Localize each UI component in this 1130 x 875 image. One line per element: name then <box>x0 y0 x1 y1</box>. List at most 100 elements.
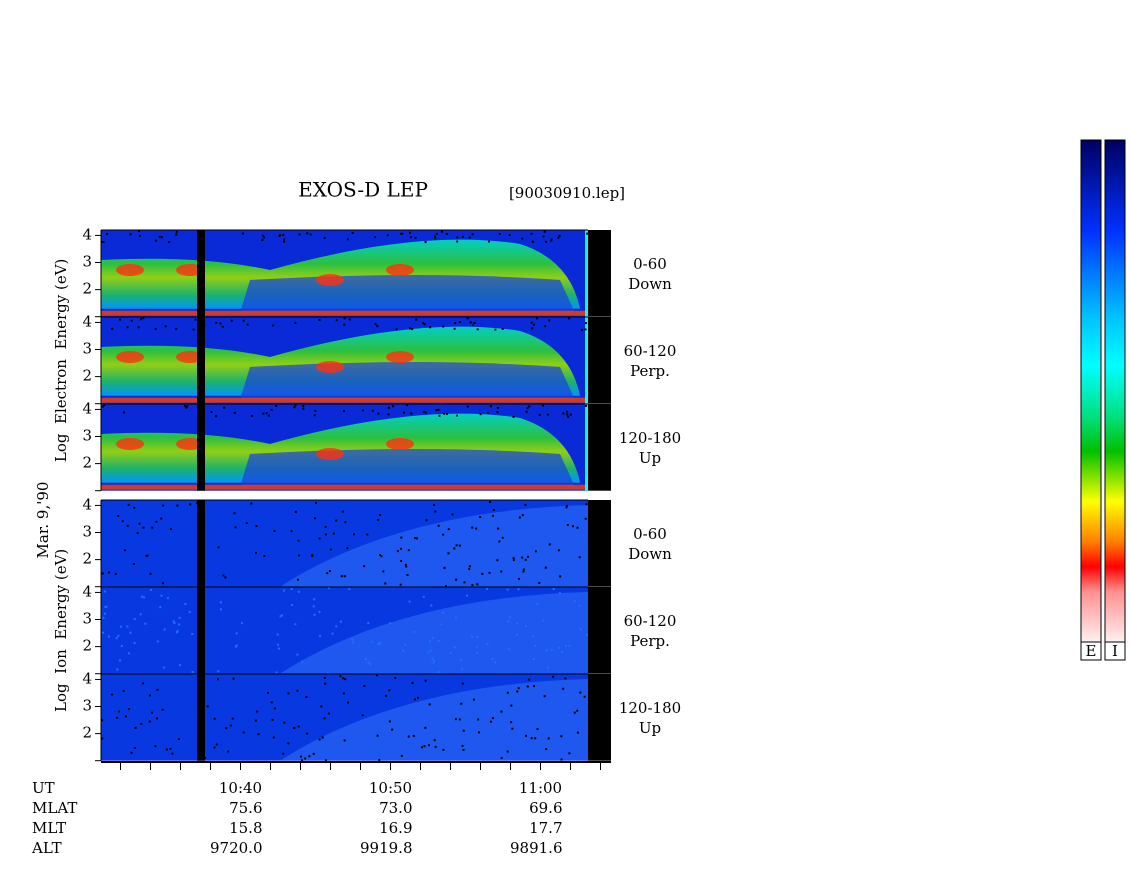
spectrogram-speck <box>506 588 509 591</box>
spectrogram-speck <box>263 554 266 557</box>
spectrogram-speck <box>299 755 302 758</box>
spectrogram-speck <box>429 640 432 643</box>
spectrogram-speck <box>127 503 130 506</box>
spectrogram-speck <box>491 717 494 720</box>
spectrogram-speck <box>297 539 300 542</box>
spectrogram-speck <box>283 721 286 724</box>
spectrogram-speck <box>507 620 510 623</box>
spectrogram-hot <box>116 264 144 276</box>
spectrogram-speck <box>335 319 338 322</box>
spectrogram-speck <box>431 657 434 660</box>
spectrogram-speck <box>536 728 539 731</box>
spectrogram-speck <box>192 328 195 331</box>
spectrogram-speck <box>306 232 309 235</box>
spectrogram-speck <box>476 583 479 586</box>
spectrogram-edge <box>101 397 588 403</box>
spectrogram-speck <box>471 526 474 529</box>
y-tick-label: 4 <box>82 582 92 600</box>
spectrogram-speck <box>343 323 346 326</box>
spectrogram-speck <box>139 613 142 616</box>
y-tick-label: 4 <box>82 312 92 330</box>
spectrogram-speck <box>558 592 561 595</box>
spectrogram-speck <box>462 748 465 751</box>
spectrogram-speck <box>256 710 259 713</box>
spectrogram-speck <box>576 731 579 734</box>
spectrogram-speck <box>277 647 280 650</box>
spectrogram-speck <box>433 503 436 506</box>
spectrogram-speck <box>364 657 367 660</box>
spectrogram-speck <box>132 562 135 565</box>
spectrogram-speck <box>120 644 123 647</box>
spectrogram-speck <box>559 575 562 578</box>
spectrogram-speck <box>313 414 316 417</box>
angle-label: 60-120 <box>624 612 677 630</box>
spectrogram-speck <box>428 703 431 706</box>
spectrogram-speck <box>542 619 545 622</box>
spectrogram-speck <box>429 326 432 329</box>
spectrogram-speck <box>293 726 296 729</box>
spectrogram-speck <box>217 670 220 673</box>
spectrogram-speck <box>321 736 324 739</box>
spectrogram-speck <box>332 532 335 535</box>
spectrogram-speck <box>270 408 273 411</box>
spectrogram-speck <box>175 328 178 331</box>
spectrogram <box>101 587 588 674</box>
spectrogram-speck <box>447 528 450 531</box>
spectrogram-speck <box>458 544 461 547</box>
spectrogram-speck <box>460 702 463 705</box>
spectrogram-speck <box>424 726 427 729</box>
spectrogram-speck <box>456 414 459 417</box>
spectrogram-speck <box>429 649 432 652</box>
spectrogram-speck <box>560 735 563 738</box>
spectrogram-speck <box>261 239 264 242</box>
spectrogram-speck <box>155 239 158 242</box>
spectrogram-speck <box>476 328 479 331</box>
spectrogram-speck <box>324 525 327 528</box>
spectrogram-speck <box>453 327 456 330</box>
spectrogram-speck <box>486 411 489 414</box>
spectrogram-speck <box>454 616 457 619</box>
spectrogram-speck <box>161 708 164 711</box>
spectrogram-speck <box>384 582 387 585</box>
spectrogram-speck <box>471 584 474 587</box>
spectrogram-speck <box>391 728 394 731</box>
spectrogram-speck <box>327 587 330 590</box>
spectrogram-speck <box>512 558 515 561</box>
spectrogram-speck <box>250 502 253 505</box>
spectrogram-speck <box>386 234 389 237</box>
spectrogram-speck <box>282 752 285 755</box>
y-tick-label: 3 <box>82 697 92 715</box>
spectrogram-speck <box>552 675 555 678</box>
spectrogram-speck <box>496 559 499 562</box>
spectrogram-speck <box>567 317 570 320</box>
spectrogram-speck <box>524 503 527 506</box>
spectrogram-speck <box>461 668 464 671</box>
spectrogram-speck <box>578 604 581 607</box>
spectrogram-speck <box>262 234 265 237</box>
spectrogram-speck <box>414 537 417 540</box>
spectrogram-speck <box>320 705 323 708</box>
spectrogram-speck <box>361 714 364 717</box>
spectrogram-speck <box>475 527 478 530</box>
data-gap <box>197 674 205 761</box>
spectrogram-speck <box>507 648 510 651</box>
spectrogram-speck <box>476 645 479 648</box>
spectrogram-speck <box>445 233 448 236</box>
spectrogram-speck <box>388 720 391 723</box>
spectrogram-speck <box>229 724 232 727</box>
spectrogram-speck <box>438 414 441 417</box>
data-gap <box>197 587 205 674</box>
spectrogram-speck <box>486 642 489 645</box>
spectrogram-speck <box>297 554 300 557</box>
spectrogram-speck <box>525 625 528 628</box>
spectrogram-speck <box>115 637 118 640</box>
spectrogram-speck <box>148 694 151 697</box>
spectrogram-speck <box>262 236 265 239</box>
spectrogram-speck <box>178 616 181 619</box>
spectrogram-speck <box>265 412 268 415</box>
spectrogram-speck <box>568 752 571 755</box>
spectrogram-speck <box>506 691 509 694</box>
spectrogram-speck <box>133 642 136 645</box>
spectrogram-speck <box>162 504 165 507</box>
spectrogram-speck <box>324 682 327 685</box>
